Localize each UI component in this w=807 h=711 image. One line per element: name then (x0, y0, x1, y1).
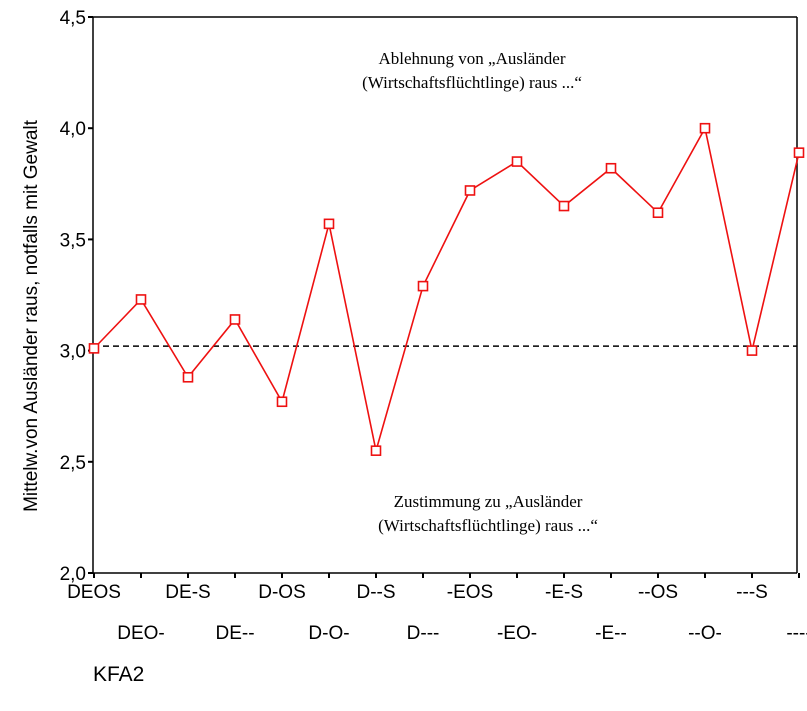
plot-area (92, 16, 798, 574)
data-point-marker (276, 396, 288, 408)
x-tick-label: D-O- (308, 623, 349, 644)
data-point-marker (323, 218, 335, 230)
x-tick-label: -E-- (595, 623, 627, 644)
x-tick-label: DE-S (165, 582, 210, 603)
data-point-marker (229, 314, 241, 325)
y-tick-label: 2,0 (60, 564, 86, 585)
data-point-marker (370, 445, 382, 456)
data-point-marker (417, 280, 429, 292)
data-point-marker (746, 345, 758, 356)
x-tick-label: DE-- (215, 623, 254, 644)
x-tick-label: -EOS (447, 582, 493, 603)
x-tick-label: ---S (736, 582, 768, 603)
data-point-marker (511, 156, 523, 167)
x-tick-label: --O- (688, 623, 722, 644)
series-line (93, 125, 800, 451)
data-point-marker (558, 200, 570, 212)
annotation-top-line-2: (Wirtschaftsflüchtlinge) raus ...“ (362, 73, 582, 92)
y-tick-label: 3,0 (60, 342, 86, 363)
annotation-bottom-line-2: (Wirtschaftsflüchtlinge) raus ...“ (378, 516, 598, 535)
y-tick-label: 3,5 (60, 230, 86, 251)
x-tick-label: D-OS (258, 582, 306, 603)
x-tick-label: -EO- (497, 623, 537, 644)
x-tick-label: DEOS (67, 582, 121, 603)
series-group (88, 122, 805, 456)
x-tick-label: DEO- (117, 623, 165, 644)
x-tick-label: D--- (407, 623, 440, 644)
data-point-marker (652, 207, 664, 219)
x-tick-label: ---- (786, 623, 807, 644)
data-point-marker (135, 294, 147, 305)
x-ticks: DEOS DEO-DE-SDE--D-OSD-O- D--S D--- -EOS-EO-… (67, 573, 807, 644)
x-axis-label: KFA2 (93, 663, 144, 686)
annotation-bottom-line-1: Zustimmung zu „Ausländer (394, 492, 583, 511)
data-point-marker (88, 343, 100, 354)
data-point-marker (605, 162, 617, 174)
x-tick-label: --OS (638, 582, 678, 603)
data-point-marker (699, 122, 711, 134)
annotation-top-line-1: Ablehnung von „Ausländer (379, 49, 566, 68)
data-point-marker (793, 147, 805, 158)
y-tick-label: 4,5 (60, 8, 86, 29)
y-axis-label: Mittelw.von Ausländer raus, notfalls mit… (21, 119, 42, 512)
y-tick-label: 2,5 (60, 453, 86, 474)
x-tick-label: -E-S (545, 582, 583, 603)
data-point-marker (464, 185, 476, 196)
x-tick-label: D--S (356, 582, 395, 603)
data-point-marker (182, 371, 194, 383)
y-ticks: 2,0 2,5 3,0 3,5 4,0 4,5 (60, 8, 93, 585)
y-tick-label: 4,0 (60, 119, 86, 140)
